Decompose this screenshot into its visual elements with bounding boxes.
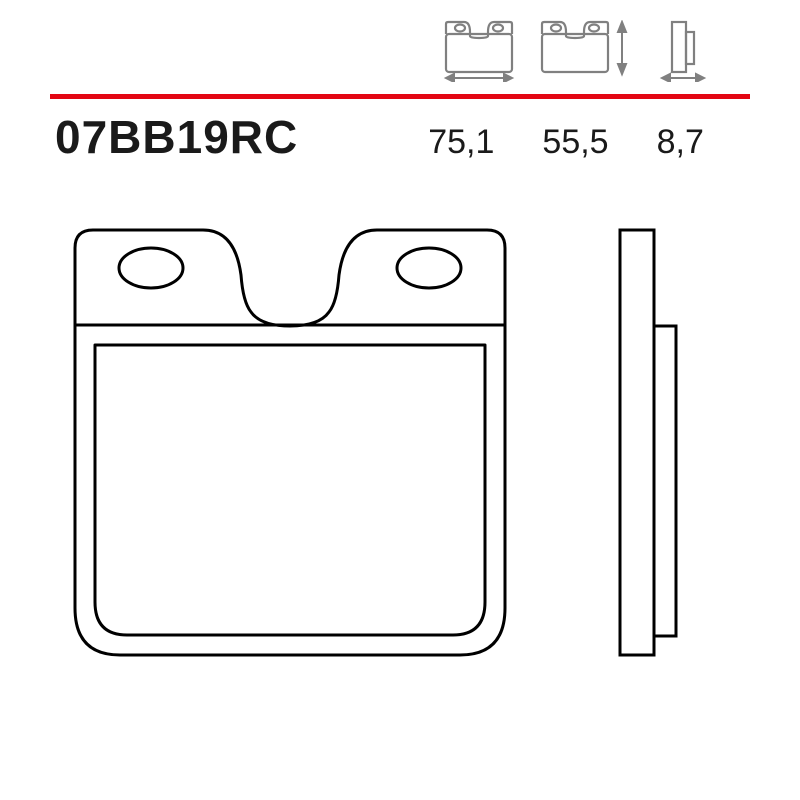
divider-line bbox=[50, 94, 750, 99]
drawing-svg bbox=[45, 210, 755, 770]
thickness-icon bbox=[650, 20, 714, 82]
dimensions: 75,1 55,5 8,7 bbox=[428, 123, 704, 162]
width-icon bbox=[440, 20, 518, 82]
dim-width: 75,1 bbox=[428, 123, 494, 162]
part-number: 07BB19RC bbox=[55, 110, 298, 164]
side-view bbox=[620, 230, 676, 655]
dimension-icons-row bbox=[440, 20, 714, 82]
dim-height: 55,5 bbox=[542, 123, 608, 162]
front-view bbox=[75, 230, 505, 655]
technical-drawing bbox=[45, 210, 755, 770]
labels-row: 07BB19RC 75,1 55,5 8,7 bbox=[55, 110, 755, 164]
height-icon bbox=[536, 20, 632, 82]
dim-thickness: 8,7 bbox=[657, 123, 704, 162]
